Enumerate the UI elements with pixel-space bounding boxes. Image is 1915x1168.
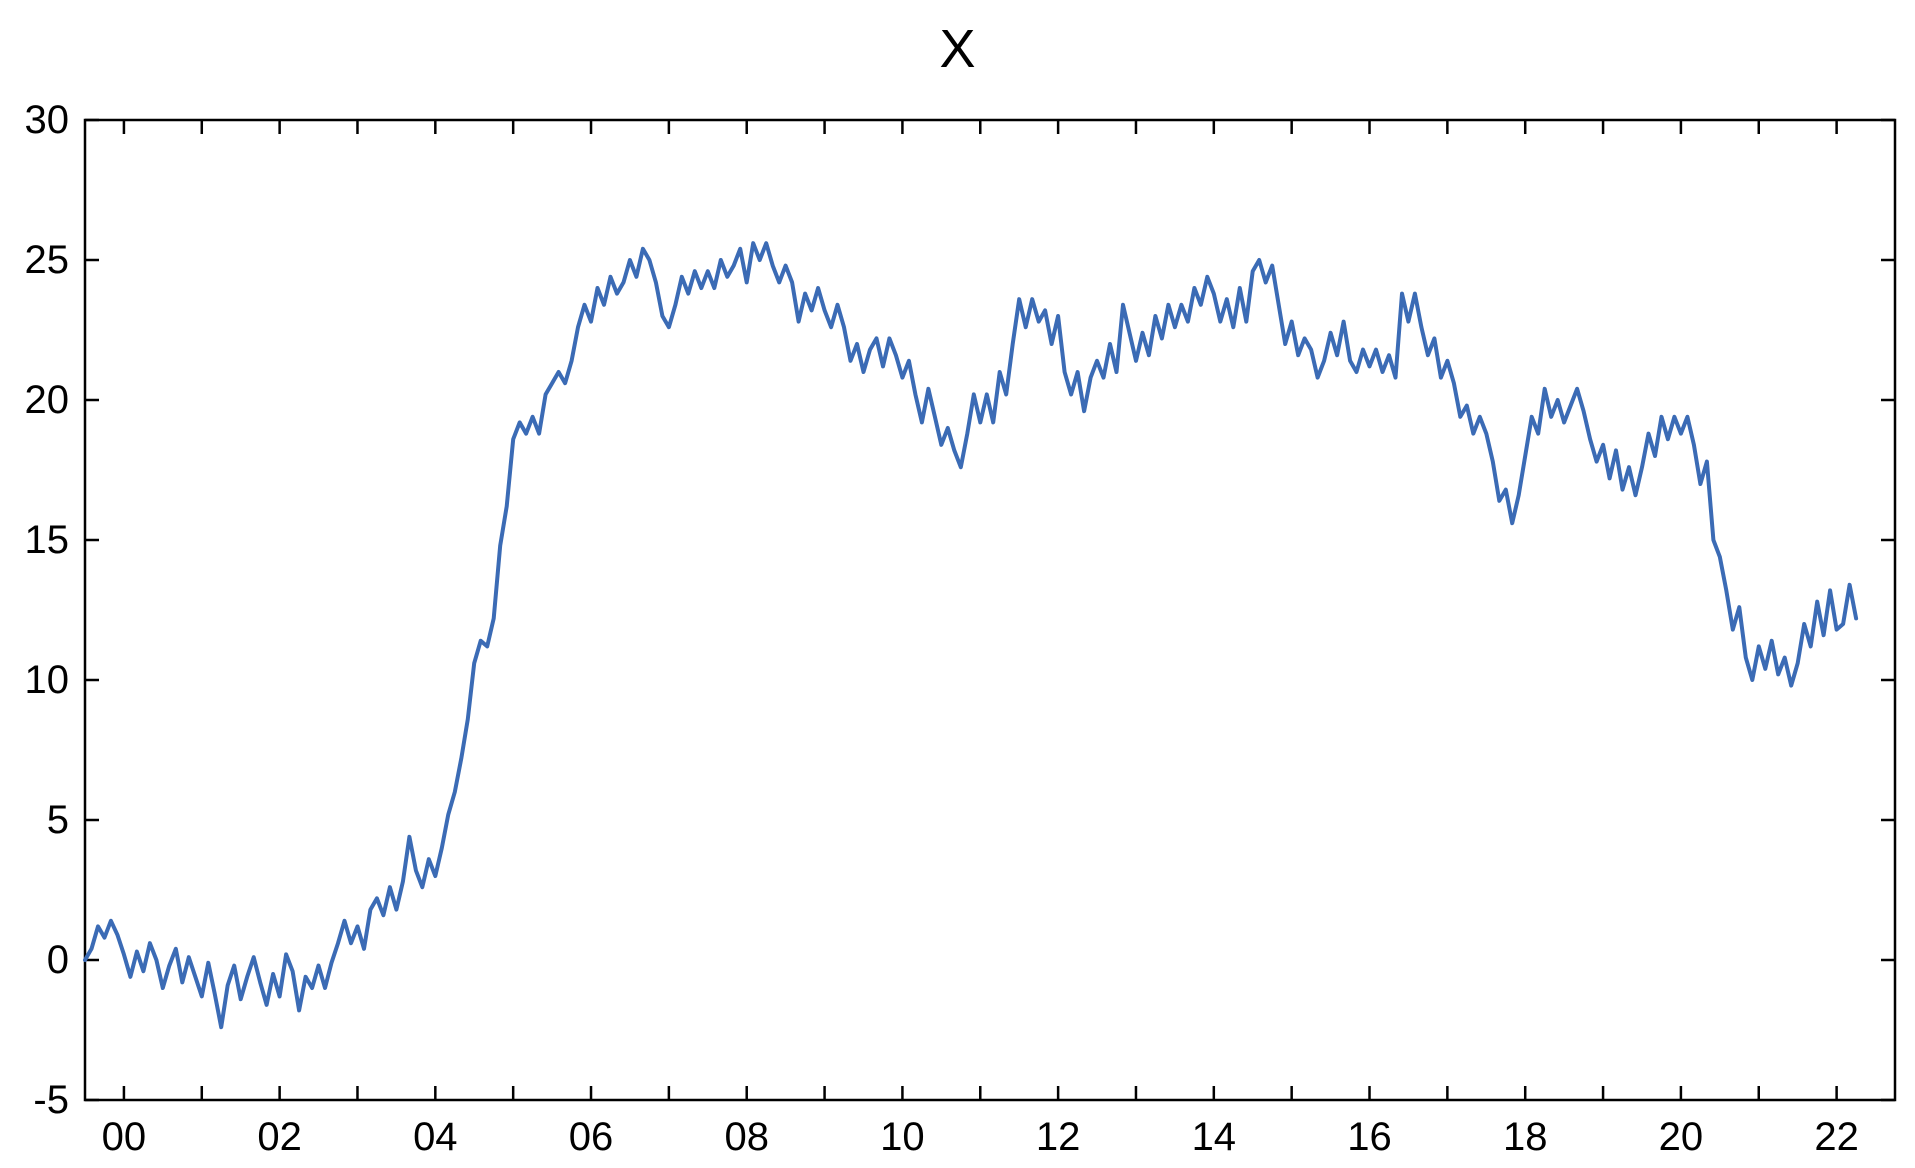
y-axis: -5 0 5 10 15 20 25 30 <box>25 98 1896 1122</box>
y-tick-label: -5 <box>33 1078 69 1122</box>
x-tick-label: 02 <box>257 1115 302 1159</box>
x-tick-label: 16 <box>1347 1115 1392 1159</box>
chart-title: X <box>0 18 1915 80</box>
x-tick-label: 06 <box>569 1115 614 1159</box>
x-tick-label: 00 <box>102 1115 147 1159</box>
x-tick-label: 08 <box>724 1115 769 1159</box>
x-tick-label: 10 <box>880 1115 925 1159</box>
x-tick-label: 22 <box>1814 1115 1859 1159</box>
series-line <box>85 243 1856 1027</box>
y-tick-label: 30 <box>25 98 70 142</box>
x-tick-label: 14 <box>1192 1115 1237 1159</box>
x-tick-label: 20 <box>1659 1115 1704 1159</box>
x-tick-label: 18 <box>1503 1115 1548 1159</box>
y-tick-label: 5 <box>47 798 69 842</box>
line-chart: -5 0 5 10 15 20 25 30 00 02 04 06 08 10 12 14 16 18 20 22 <box>0 0 1915 1168</box>
y-tick-label: 10 <box>25 658 70 702</box>
y-tick-label: 20 <box>25 378 70 422</box>
y-tick-label: 0 <box>47 938 69 982</box>
y-tick-label: 25 <box>25 238 70 282</box>
x-tick-label: 04 <box>413 1115 458 1159</box>
plot-border <box>85 120 1895 1100</box>
y-tick-label: 15 <box>25 518 70 562</box>
x-tick-label: 12 <box>1036 1115 1081 1159</box>
chart-container: X -5 0 5 10 15 20 25 30 00 02 04 06 08 10 12 14 16 18 20 22 <box>0 0 1915 1168</box>
x-axis: 00 02 04 06 08 10 12 14 16 18 20 22 <box>102 120 1859 1159</box>
